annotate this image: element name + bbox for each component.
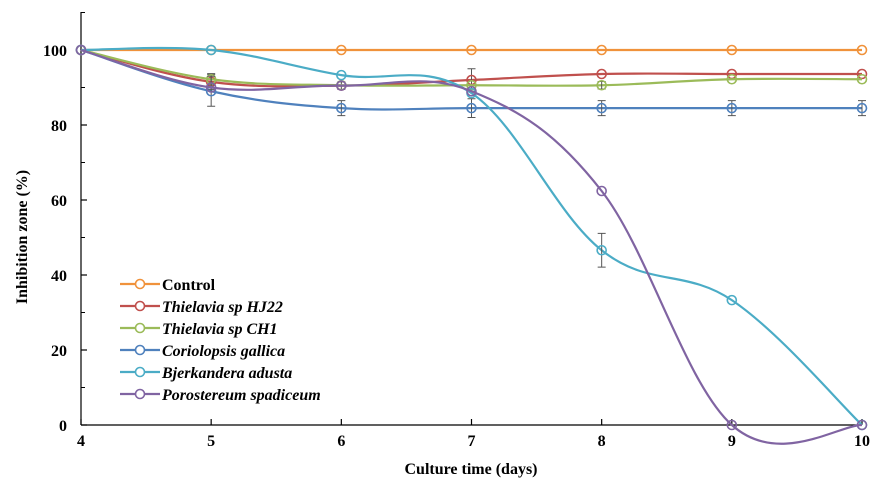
series-line — [80, 46, 863, 426]
legend-label: Porostereum spadiceum — [161, 387, 321, 404]
data-point — [856, 102, 868, 114]
y-tick-label: 80 — [51, 118, 67, 135]
y-ticks: 0 20 40 60 80 100 — [43, 12, 87, 435]
legend-label: Thielavia sp HJ22 — [162, 299, 283, 316]
data-point — [596, 44, 607, 56]
legend-item: Coriolopsis gallica — [120, 343, 285, 360]
data-point — [856, 419, 868, 431]
y-tick-label: 60 — [51, 193, 67, 210]
x-tick-label: 6 — [337, 433, 345, 450]
legend-item: Thielavia sp HJ22 — [120, 299, 283, 316]
legend-item: Thielavia sp CH1 — [120, 321, 278, 338]
data-point — [336, 80, 347, 91]
x-tick-label: 7 — [468, 433, 476, 450]
data-point — [466, 79, 477, 91]
data-point — [856, 44, 868, 56]
legend-item: Control — [120, 277, 216, 294]
data-point — [466, 44, 477, 56]
y-tick-label: 20 — [51, 343, 67, 360]
data-point — [726, 294, 738, 306]
data-point — [205, 44, 217, 56]
legend-label: Thielavia sp CH1 — [162, 321, 278, 338]
data-point — [205, 82, 217, 93]
x-tick-label: 8 — [598, 433, 606, 450]
legend-item: Porostereum spadiceum — [120, 387, 321, 404]
legend: Control Thielavia sp HJ22 Thielavia sp CH1… — [120, 277, 321, 404]
data-point — [75, 44, 87, 56]
data-point — [726, 73, 738, 85]
legend-swatch-marker — [134, 388, 146, 400]
legend-swatch-marker — [134, 278, 146, 290]
x-axis-title: Culture time (days) — [404, 461, 537, 478]
data-point — [466, 102, 477, 114]
legend-label: Coriolopsis gallica — [162, 343, 285, 360]
legend-item: Bjerkandera adusta — [120, 365, 292, 382]
x-tick-label: 9 — [728, 433, 736, 450]
legend-swatch-marker — [134, 300, 146, 312]
series-5 — [75, 44, 868, 445]
data-point — [596, 79, 607, 91]
data-point — [726, 44, 738, 56]
data-point — [596, 244, 607, 256]
data-point — [596, 185, 607, 197]
x-tick-label: 10 — [854, 433, 870, 450]
legend-label: Bjerkandera adusta — [161, 365, 292, 382]
data-point — [726, 102, 738, 114]
series-0 — [75, 44, 868, 56]
data-point — [336, 102, 347, 114]
y-tick-label: 100 — [43, 43, 67, 60]
data-point — [726, 419, 738, 431]
x-tick-label: 5 — [207, 433, 215, 450]
x-tick-label: 4 — [77, 433, 85, 450]
y-tick-label: 40 — [51, 268, 67, 285]
legend-label: Control — [162, 277, 216, 294]
data-point — [336, 69, 347, 81]
y-tick-label: 0 — [59, 418, 67, 435]
data-point — [336, 44, 347, 56]
legend-swatch-marker — [134, 344, 146, 356]
x-ticks: 4 5 6 7 8 9 10 — [77, 419, 870, 450]
series-line — [80, 48, 863, 445]
data-point — [466, 85, 477, 97]
legend-swatch-marker — [134, 366, 146, 378]
y-axis-title: Inhibition zone (%) — [14, 170, 31, 304]
data-point — [596, 68, 607, 80]
legend-swatch-marker — [134, 322, 146, 334]
series-layer — [75, 44, 868, 445]
data-point — [596, 102, 607, 114]
data-point — [856, 73, 868, 85]
